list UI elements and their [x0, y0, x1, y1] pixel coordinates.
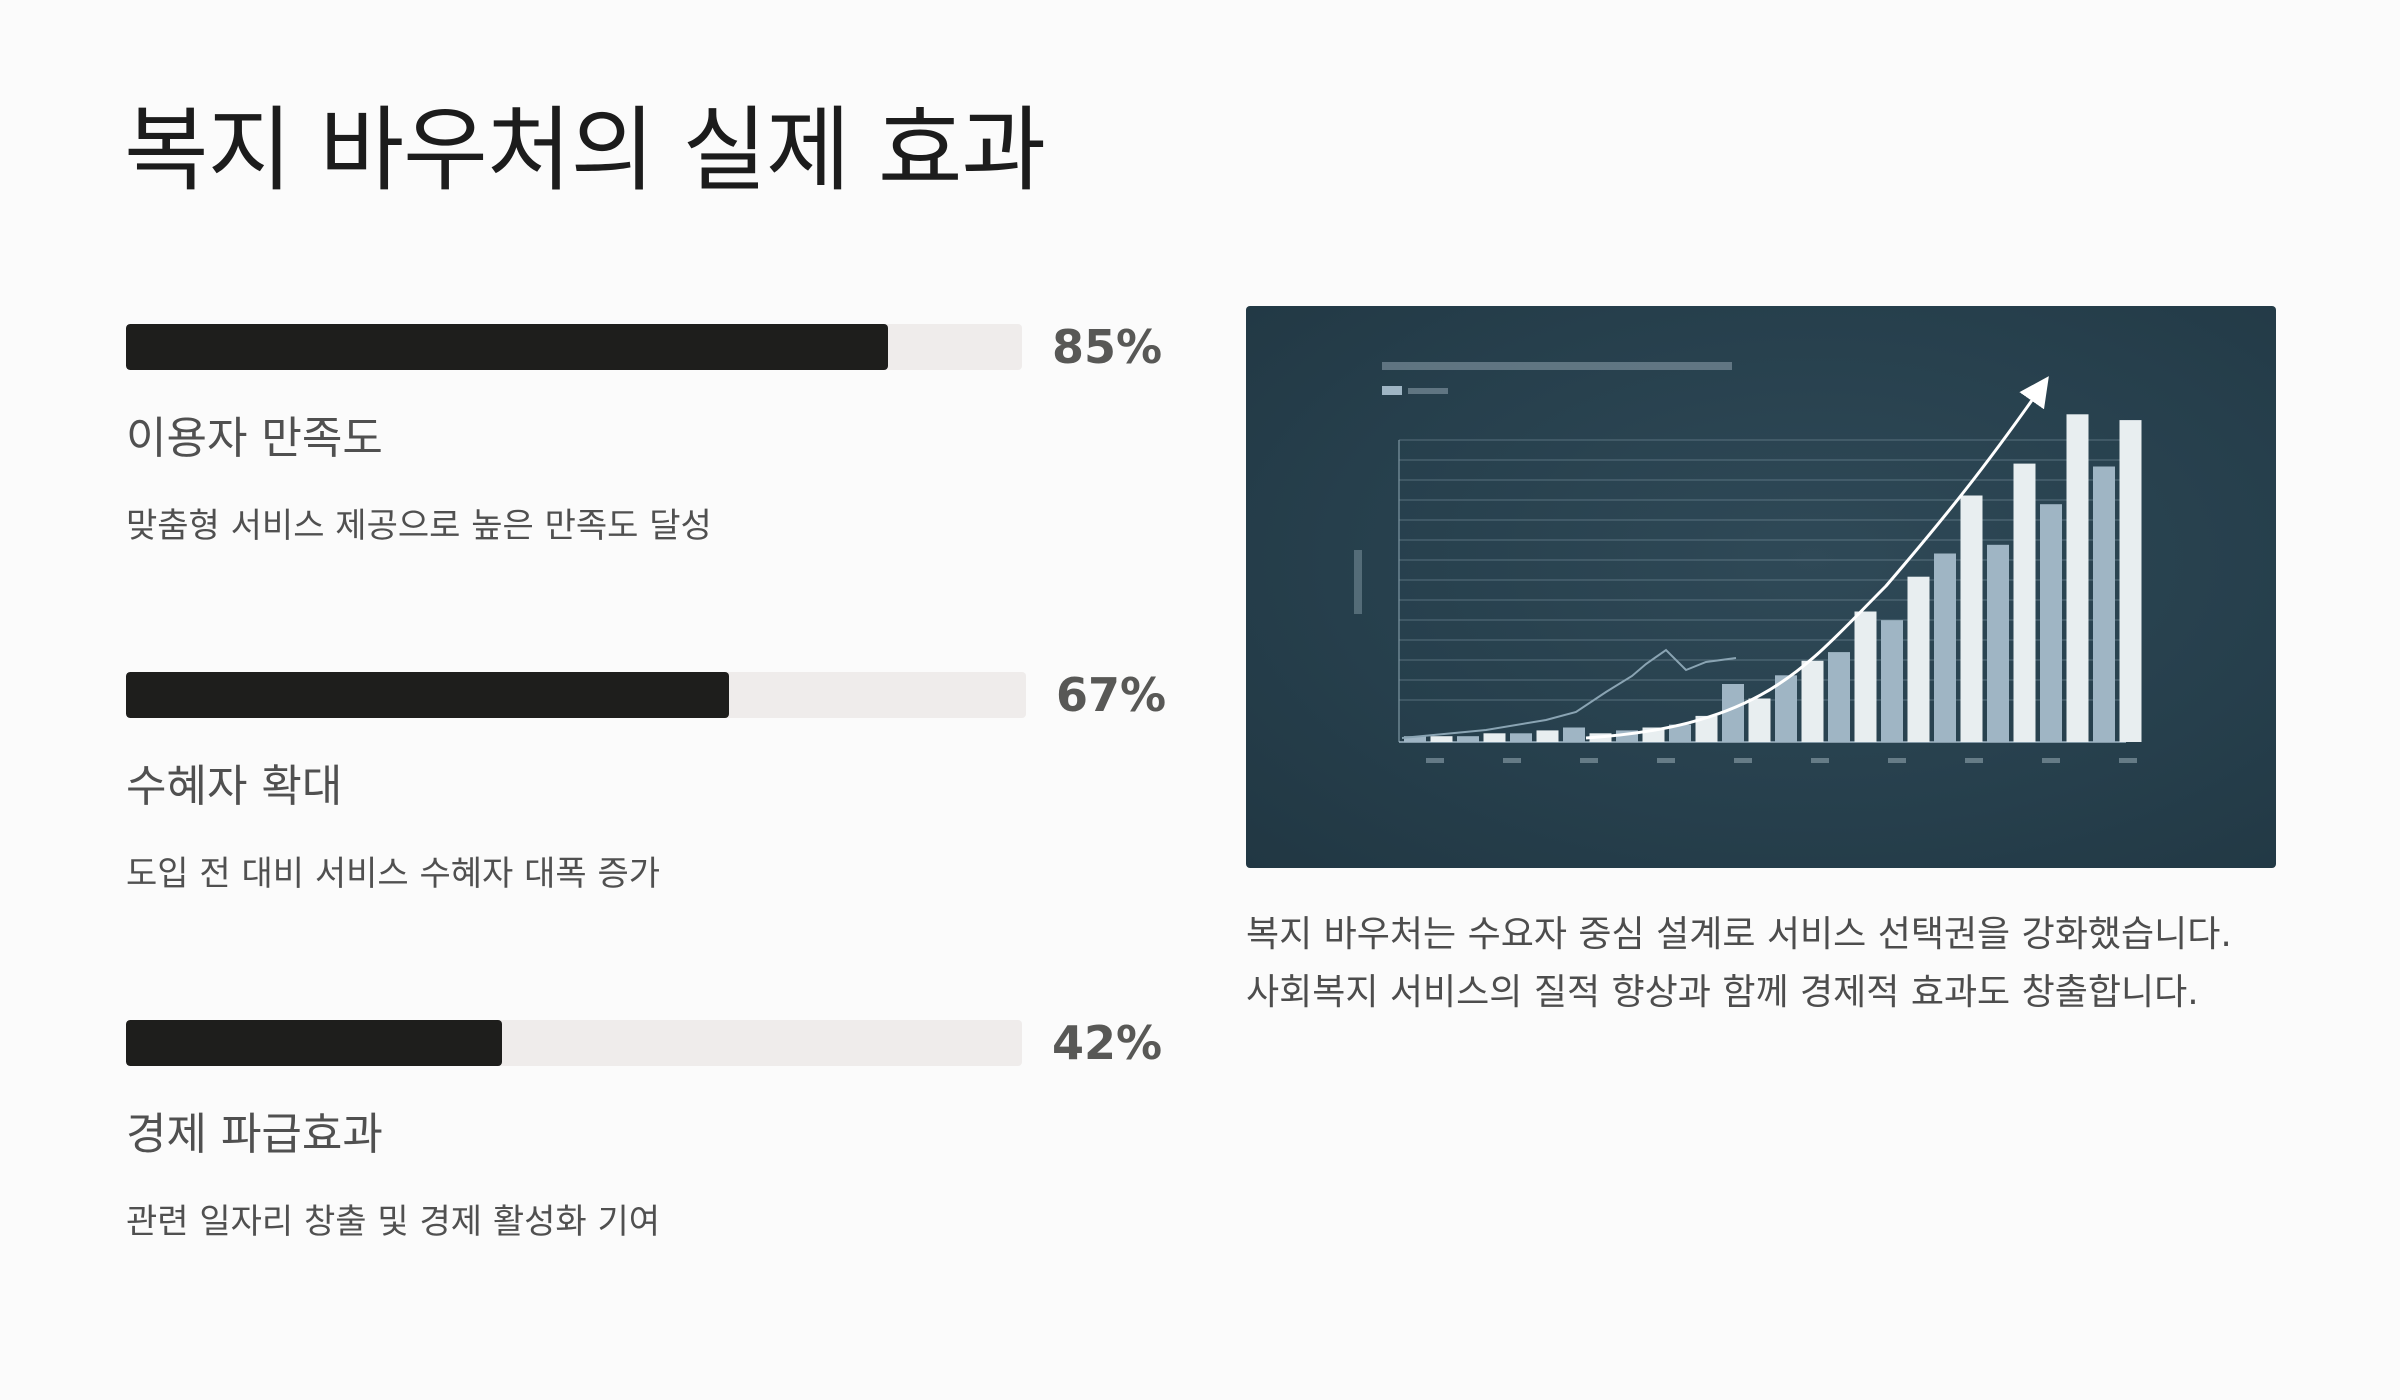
legend-swatch [1382, 386, 1402, 395]
metric-economic-effect: 42% 경제 파급효과 관련 일자리 창출 및 경제 활성화 기여 [126, 1008, 1166, 1242]
x-tick-scribble [2042, 758, 2060, 763]
illustration-bar [1828, 652, 1850, 742]
x-tick-scribbles [1426, 758, 2137, 763]
illustration-bar [2066, 414, 2089, 742]
growth-chart-graphic [1354, 362, 2142, 763]
progress-row: 67% [126, 660, 1166, 722]
x-tick-scribble [1580, 758, 1598, 763]
progress-row: 85% [126, 312, 1166, 374]
illustration-bar [1722, 684, 1744, 742]
progress-fill [126, 1020, 503, 1066]
summary-text: 복지 바우처는 수요자 중심 설계로 서비스 선택권을 강화했습니다. 사회복지… [1246, 914, 2232, 1013]
illustration-bar [1775, 675, 1797, 742]
percent-value: 42% [1052, 1016, 1163, 1070]
progress-fill [126, 672, 729, 718]
illustration-bar [2040, 504, 2062, 742]
metric-description: 맞춤형 서비스 제공으로 높은 만족도 달성 [126, 506, 712, 546]
progress-row: 42% [126, 1008, 1166, 1070]
x-tick-scribble [1965, 758, 1983, 763]
x-tick-scribble [1657, 758, 1675, 763]
illustration-bar [2013, 463, 2036, 742]
legend-scribble [1408, 388, 1448, 394]
growth-arrow [1585, 376, 2049, 740]
metric-satisfaction: 85% 이용자 만족도 맞춤형 서비스 제공으로 높은 만족도 달성 [126, 312, 1166, 546]
percent-value: 67% [1056, 668, 1167, 722]
metric-description: 도입 전 대비 서비스 수혜자 대폭 증가 [126, 854, 661, 894]
illustration-bar [1987, 544, 2009, 742]
illustration-bar [1430, 736, 1453, 742]
illustration-bar [1907, 576, 1930, 742]
metric-label: 수혜자 확대 [126, 761, 343, 812]
illustration-bar [2119, 420, 2142, 742]
progress-fill [126, 324, 888, 370]
illustration-bar [1483, 733, 1506, 742]
illustration-bar [1563, 727, 1585, 742]
illustration-bar [1748, 698, 1771, 742]
metric-label: 경제 파급효과 [126, 1109, 383, 1160]
illustration-bar [1404, 736, 1426, 742]
x-tick-scribble [1888, 758, 1906, 763]
progress-track [126, 672, 1026, 718]
x-tick-scribble [2119, 758, 2137, 763]
illustration-bar [1457, 736, 1479, 742]
x-tick-scribble [1811, 758, 1829, 763]
illustration-bar [2093, 466, 2115, 742]
illustration-bar [1669, 724, 1691, 742]
metric-label: 이용자 만족도 [126, 413, 383, 464]
metric-beneficiaries: 67% 수혜자 확대 도입 전 대비 서비스 수혜자 대폭 증가 [126, 660, 1166, 894]
caption-scribble [1382, 362, 1732, 370]
progress-track [126, 324, 1022, 370]
illustration-bar [1510, 733, 1532, 742]
y-axis-scribble [1354, 550, 1362, 614]
illustration-bar [1536, 730, 1559, 742]
illustration-bar [1695, 715, 1718, 742]
x-tick-scribble [1503, 758, 1521, 763]
progress-track [126, 1020, 1022, 1066]
trend-line-faint [1401, 648, 1737, 739]
x-tick-scribble [1426, 758, 1444, 763]
page-title: 복지 바우처의 실제 효과 [124, 97, 1046, 204]
illustration-bar [1934, 553, 1956, 742]
illustration-bars [1404, 414, 2142, 742]
illustration-bar [1960, 495, 1983, 742]
illustration-bar [1801, 660, 1824, 742]
percent-value: 85% [1052, 320, 1163, 374]
growth-chart-illustration [1246, 306, 2276, 868]
metric-description: 관련 일자리 창출 및 경제 활성화 기여 [126, 1202, 661, 1242]
illustration-bar [1881, 620, 1903, 742]
illustration-bar [1854, 611, 1877, 742]
x-tick-scribble [1734, 758, 1752, 763]
illustration-bar [1616, 730, 1638, 742]
